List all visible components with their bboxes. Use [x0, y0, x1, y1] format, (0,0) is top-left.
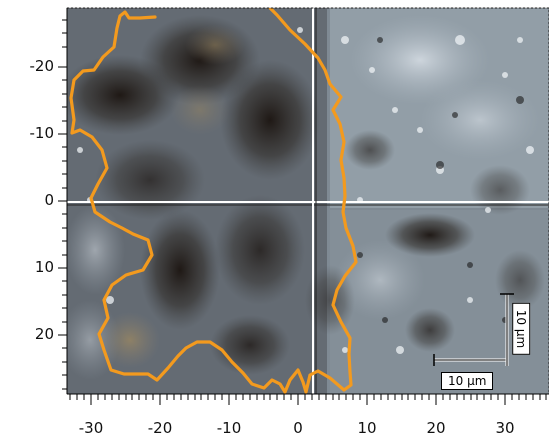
x-tick-label: -10 [216, 419, 242, 437]
region-outline [69, 8, 358, 394]
scale-bar-horizontal-label: 10 µm [441, 372, 494, 390]
scale-bar-vertical-label: 10 µm [512, 302, 531, 356]
y-tick-label: 0 [44, 191, 54, 209]
x-tick-label: 20 [426, 419, 446, 437]
micrograph-image [67, 8, 549, 394]
x-tick-label: 30 [495, 419, 515, 437]
crosshair [67, 8, 549, 394]
y-axis [58, 8, 68, 394]
y-tick-label: 10 [34, 258, 54, 276]
y-tick-label: 20 [34, 325, 54, 343]
x-tick-label: 10 [357, 419, 377, 437]
x-axis [67, 393, 549, 405]
y-tick-label: -10 [29, 124, 55, 142]
x-tick-label: -30 [78, 419, 104, 437]
x-tick-label: 0 [293, 419, 303, 437]
y-tick-label: -20 [29, 57, 55, 75]
x-tick-label: -20 [147, 419, 173, 437]
scale-bar-vertical [500, 293, 514, 366]
